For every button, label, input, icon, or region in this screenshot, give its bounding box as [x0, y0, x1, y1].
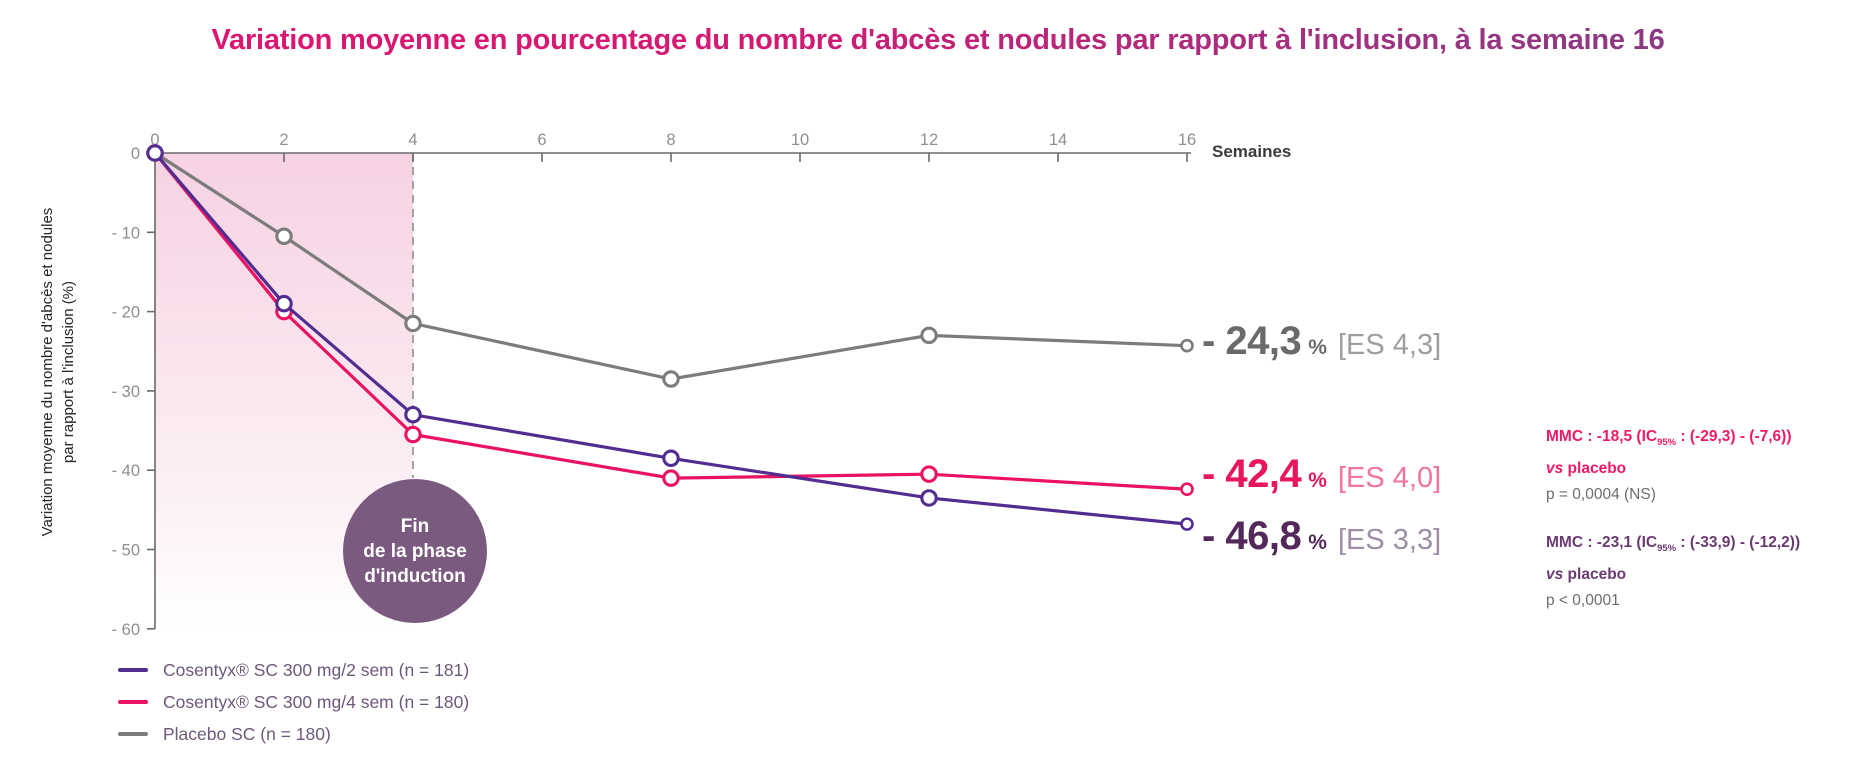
data-point-marker — [404, 405, 422, 424]
legend-item: Cosentyx® SC 300 mg/2 sem (n = 181) — [118, 654, 469, 686]
legend: Cosentyx® SC 300 mg/2 sem (n = 181) Cosen… — [118, 654, 469, 750]
endpoint-label: - 46,8% [ES 3,3] — [1202, 516, 1441, 556]
data-point-marker — [1180, 482, 1194, 497]
series-line — [153, 151, 1189, 491]
endpoint-label: - 42,4% [ES 4,0] — [1202, 454, 1441, 494]
endpoint-percent-sign: % — [1308, 336, 1327, 359]
endpoint-value: - 24,3 — [1202, 319, 1302, 363]
legend-item: Placebo SC (n = 180) — [118, 718, 469, 750]
endpoint-percent-sign: % — [1308, 469, 1327, 492]
data-point-marker — [920, 489, 938, 507]
y-axis-title-line2: par rapport à l'inclusion (%) — [60, 280, 77, 464]
y-tick-label: - 20 — [112, 304, 140, 322]
endpoint-label: - 24,3% [ES 4,3] — [1202, 321, 1441, 361]
x-tick-label: 12 — [920, 131, 938, 149]
p-value-line: p < 0,0001 — [1546, 592, 1620, 610]
data-point-marker — [662, 370, 680, 388]
data-point-marker — [662, 469, 680, 487]
series-line — [153, 151, 1189, 381]
vs-placebo-line: vs placebo — [1546, 566, 1627, 584]
x-tick-label: 4 — [408, 131, 417, 149]
x-tick-label: 8 — [666, 131, 675, 149]
mmc-annotation: MMC : -18,5 (IC95% : (-29,3) - (-7,6)) vs… — [1546, 424, 1876, 508]
data-point-marker — [275, 227, 293, 246]
x-tick-label: 16 — [1178, 131, 1196, 149]
x-tick-label: 6 — [537, 131, 546, 149]
data-point-marker — [920, 326, 938, 345]
y-axis-title-line1: Variation moyenne du nombre d'abcès et n… — [39, 207, 56, 537]
endpoint-value: - 42,4 — [1202, 452, 1302, 496]
legend-label: Cosentyx® SC 300 mg/4 sem (n = 180) — [163, 691, 470, 712]
legend-swatch-icon — [118, 699, 148, 705]
y-tick-label: 0 — [131, 145, 140, 163]
data-point-marker — [1180, 517, 1194, 531]
induction-badge-line3: d'induction — [364, 565, 466, 587]
endpoint-standard-error: [ES 4,0] — [1337, 462, 1442, 494]
mmc-value-line: MMC : -23,1 (IC95% : (-33,9) - (-12,2)) — [1546, 534, 1801, 555]
data-point-marker — [404, 425, 422, 444]
vs-placebo-line: vs placebo — [1546, 460, 1627, 478]
induction-phase-badge: Fin de la phase d'induction — [343, 479, 487, 623]
y-tick-label: - 60 — [112, 621, 140, 639]
endpoint-percent-sign: % — [1308, 531, 1327, 554]
y-tick-label: - 30 — [112, 383, 140, 401]
data-point-marker — [275, 294, 293, 313]
x-axis-title: Semaines — [1212, 142, 1292, 161]
mmc-annotation: MMC : -23,1 (IC95% : (-33,9) - (-12,2)) v… — [1546, 530, 1876, 614]
induction-badge-line1: Fin — [400, 515, 430, 537]
data-point-marker — [662, 449, 680, 468]
y-axis-title: Variation moyenne du nombre d'abcès et n… — [37, 137, 79, 607]
y-tick-label: - 10 — [112, 224, 140, 242]
legend-label: Placebo SC (n = 180) — [163, 723, 331, 744]
chart-title: Variation moyenne en pourcentage du nomb… — [0, 24, 1876, 57]
x-tick-label: 2 — [279, 131, 288, 149]
legend-item: Cosentyx® SC 300 mg/4 sem (n = 180) — [118, 686, 469, 718]
endpoint-standard-error: [ES 4,3] — [1337, 329, 1442, 361]
data-point-marker — [920, 465, 938, 483]
endpoint-value: - 46,8 — [1202, 514, 1302, 558]
data-point-marker — [146, 144, 164, 162]
data-point-marker — [404, 314, 422, 333]
series-line — [153, 151, 1189, 526]
x-tick-label: 0 — [150, 131, 159, 149]
mmc-value-line: MMC : -18,5 (IC95% : (-29,3) - (-7,6)) — [1546, 428, 1792, 449]
data-point-marker — [1180, 338, 1194, 353]
endpoint-standard-error: [ES 3,3] — [1337, 524, 1442, 556]
legend-label: Cosentyx® SC 300 mg/2 sem (n = 181) — [163, 659, 470, 680]
legend-swatch-icon — [118, 667, 148, 673]
y-tick-label: - 50 — [112, 542, 140, 560]
x-tick-label: 14 — [1049, 131, 1067, 149]
p-value-line: p = 0,0004 (NS) — [1546, 486, 1656, 504]
y-tick-label: - 40 — [112, 462, 140, 480]
x-tick-label: 10 — [791, 131, 809, 149]
induction-badge-line2: de la phase — [363, 540, 467, 562]
legend-swatch-icon — [118, 731, 148, 737]
